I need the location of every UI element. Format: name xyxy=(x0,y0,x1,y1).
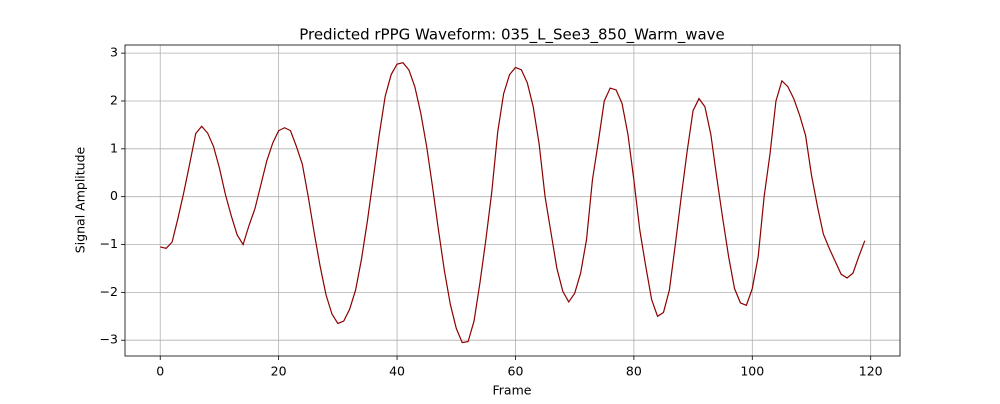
y-tick-label: 1 xyxy=(110,140,118,155)
x-tick-label: 80 xyxy=(626,364,642,379)
x-tick-label: 40 xyxy=(389,364,405,379)
x-tick-label: 60 xyxy=(508,364,524,379)
y-tick-label: 2 xyxy=(110,92,118,107)
x-axis-label: Frame xyxy=(493,383,532,398)
y-tick-label: −3 xyxy=(100,332,118,347)
y-tick-label: −2 xyxy=(100,284,118,299)
x-tick-label: 20 xyxy=(271,364,287,379)
y-axis-label: Signal Amplitude xyxy=(73,146,88,253)
data-line xyxy=(160,62,866,344)
x-tick-label: 100 xyxy=(740,364,764,379)
y-tick-label: 0 xyxy=(110,188,118,203)
y-tick-label: 3 xyxy=(110,45,118,60)
chart-title: Predicted rPPG Waveform: 035_L_See3_850_… xyxy=(299,26,725,45)
plot-frame xyxy=(124,44,901,357)
y-tick-label: −1 xyxy=(100,236,118,251)
x-tick-label: 0 xyxy=(156,364,164,379)
x-tick-label: 120 xyxy=(859,364,883,379)
